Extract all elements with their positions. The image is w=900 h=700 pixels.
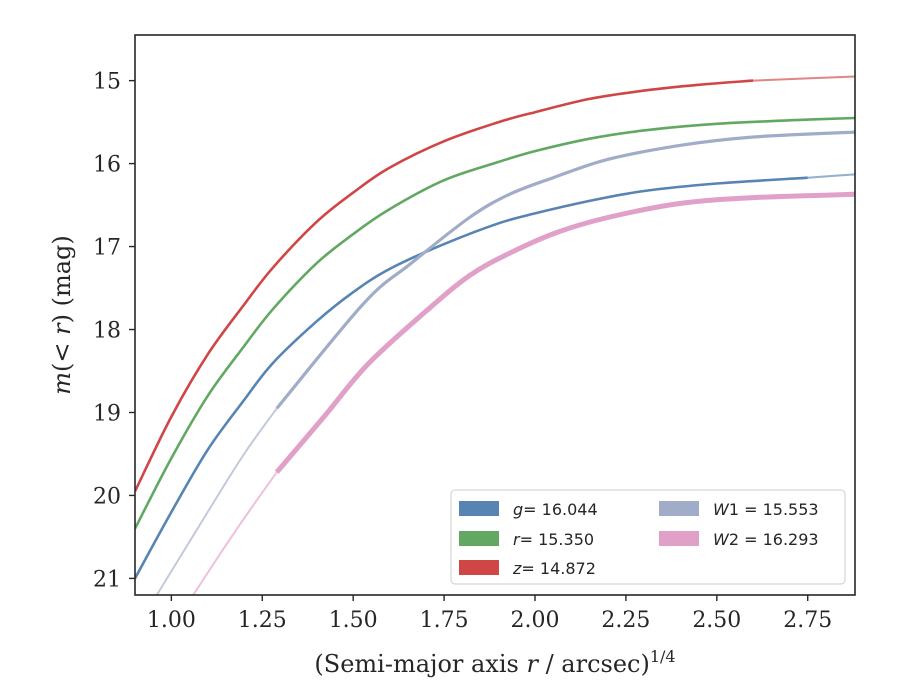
legend-item-w1: W1 = 15.553 [659,500,819,519]
y-tick-label: 20 [93,484,121,509]
series-w1-line [275,130,855,410]
series-w1-extension [155,407,278,595]
y-tick-label: 21 [93,567,121,592]
legend-swatch [659,531,699,546]
x-tick-label: 2.50 [692,608,741,633]
series-g-extension [807,173,855,179]
y-tick-label: 16 [93,153,121,178]
y-axis: 15 16 17 18 19 20 21 [93,70,135,592]
series-w2-extension [192,471,278,595]
legend-label: W1 = 15.553 [713,500,819,519]
legend-label: r= 15.350 [513,530,594,549]
series-r-line [135,116,855,530]
legend-frame [450,489,846,585]
x-tick-label: 1.25 [238,608,287,633]
x-tick-label: 2.25 [601,608,650,633]
y-tick-label: 19 [93,401,121,426]
x-tick-label: 2.00 [511,608,560,633]
legend-swatch [659,501,699,516]
y-axis-label: m(< r) (mag) [48,235,76,395]
y-tick-label: 17 [93,236,121,261]
x-axis: 1.00 1.25 1.50 1.75 2.00 2.25 2.50 2.75 [147,595,832,633]
series-layer [135,75,855,595]
series-r [135,116,855,530]
x-tick-label: 2.75 [783,608,832,633]
series-w2-line [274,191,855,474]
x-tick-label: 1.50 [329,608,378,633]
legend-item-w2: W2 = 16.293 [659,530,819,549]
y-tick-label: 18 [93,319,121,344]
legend: g= 16.044 r= 15.350 z= 14.872 W1 = 15.553 W2… [450,489,846,585]
x-tick-label: 1.75 [420,608,469,633]
x-tick-label: 1.00 [147,608,196,633]
x-axis-label: (Semi-major axis r / arcsec)1/4 [314,647,675,678]
legend-swatch [459,501,499,516]
legend-item-r: r= 15.350 [459,530,594,549]
plot-frame [134,34,856,596]
legend-swatch [459,531,499,546]
series-w2 [192,191,855,595]
legend-label: z= 14.872 [512,559,596,578]
y-tick-label: 15 [93,70,121,95]
series-g [135,173,855,580]
series-z-extension [753,75,855,82]
series-g-line [135,176,808,580]
legend-label: g= 16.044 [513,500,598,519]
legend-item-z: z= 14.872 [459,559,596,578]
series-z-line [135,79,754,492]
legend-label: W2 = 16.293 [713,530,819,549]
series-w1 [155,130,855,595]
legend-item-g: g= 16.044 [459,500,598,519]
legend-swatch [459,560,499,575]
series-z [135,75,855,492]
